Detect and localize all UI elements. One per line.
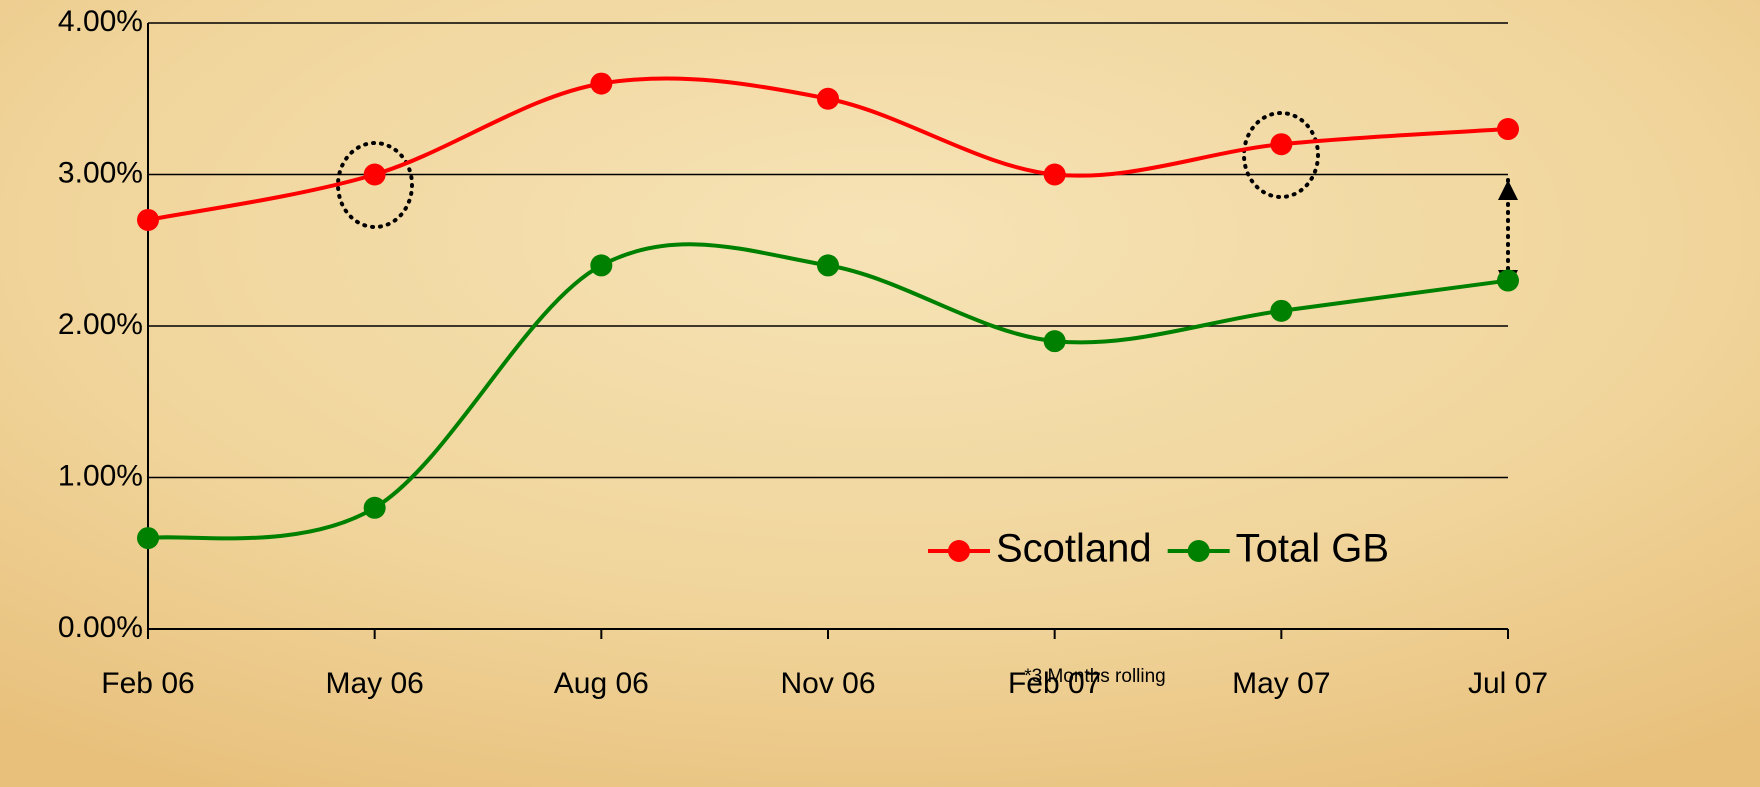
data-point [590,72,613,95]
y-tick-label: 2.00% [58,308,143,341]
legend-label: Scotland [996,527,1152,571]
data-point [817,87,839,110]
y-tick-label: 1.00% [58,459,143,492]
data-point [363,163,386,186]
data-point [137,208,159,231]
x-tick-label: Jul 07 [1468,667,1548,700]
data-point [363,496,386,519]
data-point [590,254,613,277]
data-point [137,527,159,550]
x-tick-label: Nov 06 [780,667,875,700]
legend-marker [948,540,970,562]
data-point [1043,163,1066,186]
data-point [1497,118,1519,141]
data-point [817,254,839,277]
x-tick-label: May 06 [325,667,423,700]
data-point [1270,133,1293,156]
data-point [1497,269,1519,292]
x-tick-label: Feb 07 [1008,667,1101,700]
highlight-circle [336,141,414,229]
highlight-circle [1242,111,1320,199]
data-point [1270,299,1293,322]
legend-marker [1187,540,1210,562]
x-tick-label: Aug 06 [554,667,649,700]
data-point [1043,330,1066,353]
y-tick-label: 4.00% [58,5,143,38]
annotation: *3 Months rolling [1024,666,1166,687]
y-tick-label: 3.00% [58,156,143,189]
y-tick-label: 0.00% [58,611,143,644]
legend-label: Total GB [1236,527,1389,571]
x-tick-label: May 07 [1232,667,1330,700]
x-tick-label: Feb 06 [101,667,194,700]
